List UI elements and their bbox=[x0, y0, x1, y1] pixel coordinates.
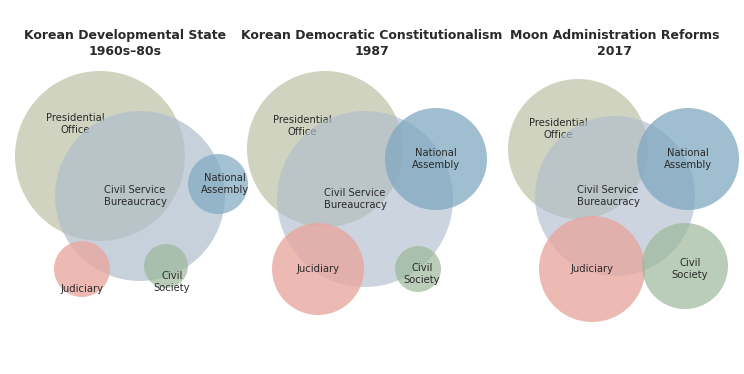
Ellipse shape bbox=[188, 154, 248, 214]
Text: Judiciary: Judiciary bbox=[571, 264, 614, 274]
Text: Civil Service
Bureaucracy: Civil Service Bureaucracy bbox=[103, 185, 167, 207]
Ellipse shape bbox=[55, 111, 225, 281]
Text: Civil
Society: Civil Society bbox=[154, 271, 190, 293]
Text: National
Assembly: National Assembly bbox=[201, 173, 249, 195]
Ellipse shape bbox=[385, 108, 487, 210]
Ellipse shape bbox=[539, 216, 645, 322]
Text: Civil
Society: Civil Society bbox=[404, 263, 440, 285]
Text: Presidential
Office: Presidential Office bbox=[45, 113, 104, 135]
Text: Jucidiary: Jucidiary bbox=[297, 264, 339, 274]
Text: Judiciary: Judiciary bbox=[60, 284, 103, 294]
Ellipse shape bbox=[15, 71, 185, 241]
Ellipse shape bbox=[535, 116, 695, 276]
Text: Civil Service
Bureaucracy: Civil Service Bureaucracy bbox=[577, 185, 639, 207]
Ellipse shape bbox=[395, 246, 441, 292]
Text: Civil Service
Bureaucracy: Civil Service Bureaucracy bbox=[324, 188, 386, 210]
Text: 1987: 1987 bbox=[355, 45, 389, 58]
Text: Korean Developmental State: Korean Developmental State bbox=[24, 29, 226, 42]
Text: National
Assembly: National Assembly bbox=[664, 148, 712, 170]
Ellipse shape bbox=[144, 244, 188, 288]
Text: Korean Democratic Constitutionalism: Korean Democratic Constitutionalism bbox=[241, 29, 503, 42]
Text: Moon Administration Reforms: Moon Administration Reforms bbox=[510, 29, 719, 42]
Ellipse shape bbox=[508, 79, 648, 219]
Ellipse shape bbox=[54, 241, 110, 297]
Ellipse shape bbox=[272, 223, 364, 315]
Text: 1960s–80s: 1960s–80s bbox=[89, 45, 161, 58]
Text: Presidential
Office: Presidential Office bbox=[529, 118, 587, 140]
Text: National
Assembly: National Assembly bbox=[412, 148, 460, 170]
Text: Presidential
Office: Presidential Office bbox=[273, 115, 331, 137]
Ellipse shape bbox=[642, 223, 728, 309]
Ellipse shape bbox=[277, 111, 453, 287]
Text: 2017: 2017 bbox=[597, 45, 632, 58]
Ellipse shape bbox=[247, 71, 403, 227]
Ellipse shape bbox=[637, 108, 739, 210]
Text: Civil
Society: Civil Society bbox=[672, 258, 708, 280]
